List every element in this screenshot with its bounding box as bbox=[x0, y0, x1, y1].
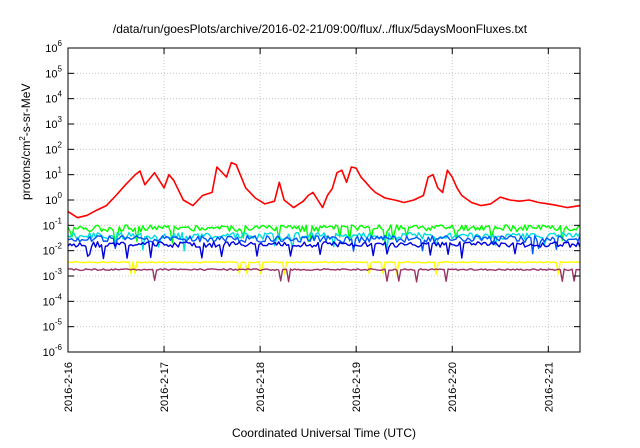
y-axis-label-rest: -s-sr-MeV bbox=[19, 83, 33, 137]
series-line bbox=[67, 235, 581, 255]
series-line bbox=[67, 261, 581, 275]
series-line bbox=[67, 231, 581, 252]
x-tick-label: 2016-2-21 bbox=[543, 362, 555, 412]
y-tick-label: 10-1 bbox=[43, 216, 63, 232]
grid-lines bbox=[68, 47, 580, 353]
x-tick-label: 2016-2-19 bbox=[351, 362, 363, 412]
y-axis-label: protons/cm2-s-sr-MeV bbox=[18, 84, 33, 200]
y-tick-label: 10-4 bbox=[43, 292, 63, 308]
y-tick-label: 100 bbox=[45, 191, 62, 207]
y-axis-label-exp: 2 bbox=[18, 136, 27, 141]
y-tick-label: 10-6 bbox=[43, 343, 63, 359]
y-axis-label-base: protons/cm bbox=[19, 140, 33, 200]
x-tick-label: 2016-2-17 bbox=[159, 362, 171, 412]
series-line bbox=[67, 161, 581, 219]
x-axis-label: Coordinated Universal Time (UTC) bbox=[231, 426, 417, 440]
series-lines bbox=[67, 161, 581, 283]
series-line bbox=[67, 224, 581, 244]
y-tick-label: 103 bbox=[45, 115, 62, 131]
y-tick-label: 10-2 bbox=[43, 242, 63, 258]
y-tick-label: 101 bbox=[45, 166, 62, 182]
x-tick-label: 2016-2-18 bbox=[255, 362, 267, 412]
chart-title: /data/run/goesPlots/archive/2016-02-21/0… bbox=[112, 22, 528, 36]
x-tick-label: 2016-2-16 bbox=[63, 362, 75, 412]
y-tick-label: 10-5 bbox=[43, 318, 63, 334]
y-tick-label: 106 bbox=[45, 39, 62, 55]
y-tick-label: 104 bbox=[45, 90, 62, 106]
x-tick-label: 2016-2-20 bbox=[447, 362, 459, 412]
y-tick-label: 102 bbox=[45, 140, 62, 156]
series-line bbox=[67, 241, 581, 260]
axis-ticks: 106 105 104 103 102 101 100 10-1 10-2 10-3 10-4 10-… bbox=[43, 39, 580, 412]
y-tick-label: 10-3 bbox=[43, 267, 63, 283]
y-tick-label: 105 bbox=[45, 64, 62, 80]
series-line bbox=[67, 268, 581, 283]
